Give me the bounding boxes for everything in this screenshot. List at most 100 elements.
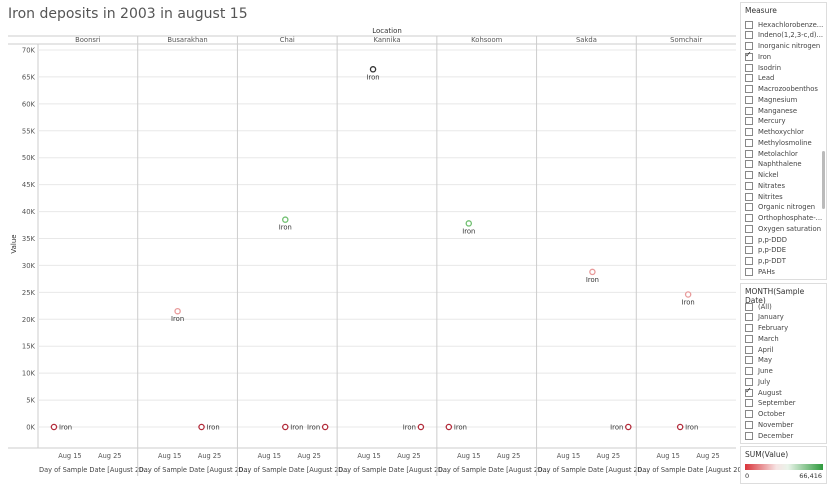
filter-item[interactable]: Isodrin [745,62,781,73]
checkbox[interactable] [745,171,753,179]
checkbox[interactable] [745,192,753,201]
filter-item[interactable]: Hexachlorobenze... [745,19,823,30]
checkbox[interactable] [745,324,753,332]
filter-item[interactable]: Macrozoobenthos [745,84,818,95]
filter-item[interactable]: Oxygen saturation [745,223,821,234]
filter-item[interactable]: February [745,323,788,334]
checkbox[interactable] [745,74,753,83]
checkbox[interactable] [745,214,753,222]
checkbox[interactable] [745,224,753,233]
filter-item[interactable]: Nitrates [745,180,785,191]
filter-item-label: May [758,356,773,365]
scatter-chart: Location Value 0K 5K 10K 15K 20K 25K 30K 35K 40K 45… [8,27,740,476]
color-legend-min: 0 [745,472,750,480]
checkbox[interactable] [745,95,753,104]
checkbox[interactable] [745,410,753,418]
checkbox[interactable] [745,117,753,126]
x-tick-label: Aug 15 [457,452,480,460]
column-header: Sakda [576,36,597,44]
filter-item[interactable]: Indeno(1,2,3-c,d)... [745,30,823,41]
filter-item[interactable]: Magnesium [745,94,797,105]
filter-item[interactable]: Nickel [745,170,778,181]
checkbox[interactable] [745,386,753,397]
checkbox[interactable] [745,85,753,93]
filter-item[interactable]: March [745,333,779,344]
checkbox[interactable] [745,399,753,408]
checkbox[interactable] [745,63,753,72]
filter-item-label: Nickel [758,171,779,179]
y-tick-label: 0K [26,424,35,432]
checkbox[interactable] [745,302,753,311]
filter-item-label: September [758,399,796,408]
checkbox[interactable] [745,356,753,365]
filter-item-label: July [758,377,771,386]
filter-item[interactable]: Orthophosphate-... [745,213,822,224]
point-label: Iron [462,227,475,235]
checkbox[interactable] [745,345,753,354]
filter-item[interactable]: PAHs [745,266,775,277]
checkbox[interactable] [745,267,753,276]
checkbox[interactable] [745,31,753,40]
checkbox[interactable] [745,181,753,190]
x-tick-label: Aug 15 [657,452,680,460]
checkbox[interactable] [745,257,753,265]
filter-item[interactable]: May [745,355,772,366]
data-point [465,220,473,227]
filter-item[interactable]: Naphthalene [745,159,802,170]
filter-item[interactable]: June [745,366,773,377]
filter-item[interactable]: October [745,409,785,420]
filter-item[interactable]: August [745,386,782,398]
color-legend: SUM(Value) 0 66,416 [740,446,827,484]
checkbox[interactable] [745,235,753,244]
filter-item[interactable]: Manganese [745,105,797,116]
filter-item[interactable]: Lead [745,73,774,84]
filter-item-label: October [758,410,786,418]
x-tick-label: Aug 25 [397,452,420,460]
checkbox[interactable] [745,149,753,158]
filter-item-label: Manganese [758,106,798,115]
filter-item[interactable]: p,p-DDT [745,256,786,267]
checkbox[interactable] [745,138,753,147]
x-tick-label: Aug 15 [58,452,81,460]
x-tick-label: Aug 25 [198,452,221,460]
filter-item[interactable]: Metolachlor [745,148,798,159]
filter-item[interactable]: p,p-DDE [745,245,786,256]
filter-item[interactable]: Iron [745,50,771,62]
x-axis-label: Day of Sample Date [August 20... [438,466,549,474]
checkbox[interactable] [745,431,753,440]
y-tick-label: 45K [22,181,36,189]
point-label: Iron [682,299,695,307]
filter-item-label: Orthophosphate-... [758,214,823,222]
filter-item-label: Nitrates [758,181,785,190]
filter-item[interactable]: Methylosmoline [745,137,812,148]
checkbox[interactable] [745,246,753,255]
checkbox[interactable] [745,420,753,429]
filter-item[interactable]: December [745,430,793,441]
filter-item[interactable]: Methoxychlor [745,127,804,138]
filter-item[interactable]: Organic nitrogen [745,202,815,213]
filter-item[interactable]: Mercury [745,116,786,127]
filter-item[interactable]: January [745,312,784,323]
filter-item[interactable]: (All) [745,301,772,312]
data-point [282,423,289,431]
filter-item[interactable]: April [745,344,774,355]
checkbox[interactable] [745,128,753,136]
filter-item[interactable]: p,p-DDD [745,234,787,245]
filter-item[interactable]: Inorganic nitrogen [745,41,820,52]
checkbox[interactable] [745,203,753,212]
filter-item[interactable]: Nitrites [745,191,783,202]
checkbox[interactable] [745,334,753,343]
checkbox[interactable] [745,313,753,322]
filter-item[interactable]: November [745,419,793,430]
filter-item-label: Methoxychlor [758,128,804,136]
data-point [676,423,684,431]
checkbox[interactable] [745,367,753,375]
checkbox[interactable] [745,20,753,29]
checkbox[interactable] [745,50,753,61]
checkbox[interactable] [745,106,753,115]
measure-scrollbar[interactable] [822,151,825,209]
data-point [417,423,425,431]
x-axis-label: Day of Sample Date [August 20... [538,466,649,474]
checkbox[interactable] [745,160,753,169]
filter-item[interactable]: September [745,398,796,409]
